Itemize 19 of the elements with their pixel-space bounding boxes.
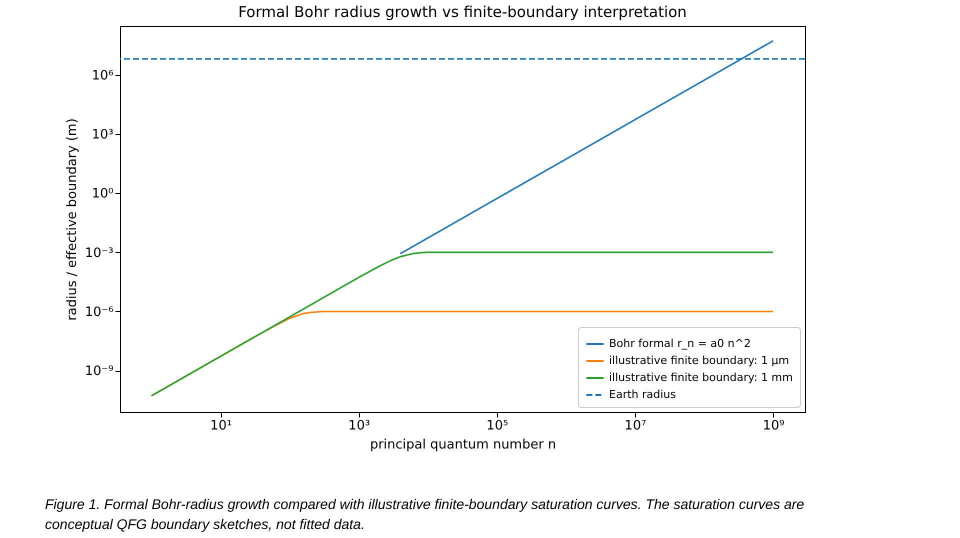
y-tick-label: 10⁰ xyxy=(92,186,114,202)
y-tick-label: 10⁶ xyxy=(92,68,114,84)
legend-label: Earth radius xyxy=(609,388,676,401)
y-tick-label: 10³ xyxy=(92,128,114,143)
x-tick-label: 10⁹ xyxy=(762,418,784,434)
x-tick-label: 10⁷ xyxy=(624,418,646,434)
x-tick-label: 10¹ xyxy=(210,418,232,434)
legend-label: Bohr formal r_n = a0 n^2 xyxy=(609,337,751,350)
y-tick-label: 10⁻³ xyxy=(84,246,114,261)
x-tick-label: 10⁵ xyxy=(486,418,508,434)
y-axis-title: radius / effective boundary (m) xyxy=(64,118,80,321)
y-tick-label: 10⁻⁹ xyxy=(84,364,114,380)
x-tick-label: 10³ xyxy=(348,418,370,434)
chart-title: Formal Bohr radius growth vs finite-boundary interpretation xyxy=(238,3,687,21)
caption: Figure 1. Formal Bohr-radius growth compared with illustrative finite-boundary saturation curves. The saturation curves are conceptual QFG boundary sketches, not fitted data. xyxy=(45,495,806,534)
legend-label: illustrative finite boundary: 1 mm xyxy=(609,371,793,384)
y-tick-label: 10⁻⁶ xyxy=(84,304,114,320)
x-axis-title: principal quantum number n xyxy=(370,438,556,452)
legend-label: illustrative finite boundary: 1 µm xyxy=(609,354,790,367)
